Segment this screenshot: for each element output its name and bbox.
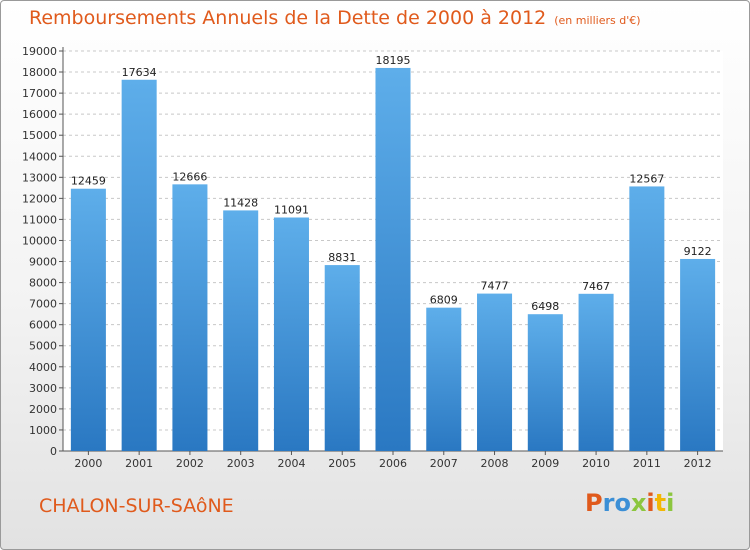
x-tick-label: 2008 — [481, 457, 509, 470]
x-tick-label: 2003 — [227, 457, 255, 470]
logo-letter: i — [646, 489, 655, 517]
x-tick-label: 2004 — [277, 457, 305, 470]
bar-value-label: 8831 — [328, 251, 356, 264]
bar-value-label: 9122 — [684, 245, 712, 258]
logo-letter: r — [602, 489, 615, 517]
bar — [324, 265, 360, 451]
y-tick-label: 0 — [50, 445, 57, 458]
bar-value-label: 11091 — [274, 204, 309, 217]
bar-value-label: 18195 — [376, 54, 411, 67]
y-tick-label: 11000 — [22, 213, 57, 226]
proxiti-logo: Proxiti — [585, 489, 674, 517]
y-tick-label: 3000 — [29, 382, 57, 395]
bar-value-label: 12459 — [71, 175, 106, 188]
bar — [121, 79, 157, 451]
bar — [527, 314, 563, 451]
y-tick-label: 9000 — [29, 256, 57, 269]
bar — [223, 210, 259, 451]
bar — [375, 67, 411, 452]
y-tick-label: 2000 — [29, 403, 57, 416]
y-tick-label: 10000 — [22, 234, 57, 247]
bar-value-label: 7467 — [582, 280, 610, 293]
y-tick-label: 19000 — [22, 45, 57, 58]
chart-title-text: Remboursements Annuels de la Dette de 20… — [29, 7, 547, 29]
x-tick-label: 2006 — [379, 457, 407, 470]
x-tick-label: 2012 — [684, 457, 712, 470]
y-tick-label: 14000 — [22, 150, 57, 163]
bar — [578, 293, 614, 451]
bar — [477, 293, 513, 451]
y-tick-label: 7000 — [29, 298, 57, 311]
bar — [172, 184, 208, 452]
y-tick-label: 16000 — [22, 108, 57, 121]
bar — [629, 186, 665, 451]
x-tick-label: 2000 — [74, 457, 102, 470]
y-tick-label: 5000 — [29, 340, 57, 353]
x-tick-label: 2002 — [176, 457, 204, 470]
bar-value-label: 12666 — [172, 170, 207, 183]
bar-value-label: 7477 — [481, 280, 509, 293]
x-tick-label: 2010 — [582, 457, 610, 470]
x-tick-label: 2005 — [328, 457, 356, 470]
y-tick-label: 12000 — [22, 192, 57, 205]
chart-subtitle: (en milliers d'€) — [554, 14, 641, 27]
y-tick-label: 6000 — [29, 319, 57, 332]
city-name: CHALON-SUR-SAôNE — [39, 495, 234, 517]
x-tick-label: 2011 — [633, 457, 661, 470]
y-tick-label: 18000 — [22, 66, 57, 79]
bar-value-label: 17634 — [122, 66, 157, 79]
y-tick-label: 15000 — [22, 129, 57, 142]
y-tick-label: 4000 — [29, 361, 57, 374]
y-tick-label: 1000 — [29, 424, 57, 437]
y-tick-label: 17000 — [22, 87, 57, 100]
bar — [70, 188, 106, 451]
bar-value-label: 6498 — [531, 300, 559, 313]
logo-letter: i — [666, 489, 675, 517]
bar-value-label: 12567 — [629, 172, 664, 185]
x-tick-label: 2007 — [430, 457, 458, 470]
bar-value-label: 11428 — [223, 196, 258, 209]
x-tick-label: 2009 — [531, 457, 559, 470]
logo-letter: o — [614, 489, 631, 517]
logo-letter: x — [630, 489, 647, 517]
bar-value-label: 6809 — [430, 294, 458, 307]
logo-letter: t — [654, 489, 667, 517]
bar — [273, 217, 309, 451]
y-tick-label: 8000 — [29, 277, 57, 290]
y-tick-label: 13000 — [22, 171, 57, 184]
chart-title: Remboursements Annuels de la Dette de 20… — [29, 7, 641, 29]
logo-letter: P — [585, 489, 603, 517]
bar — [680, 258, 716, 451]
bar — [426, 307, 462, 451]
x-tick-label: 2001 — [125, 457, 153, 470]
